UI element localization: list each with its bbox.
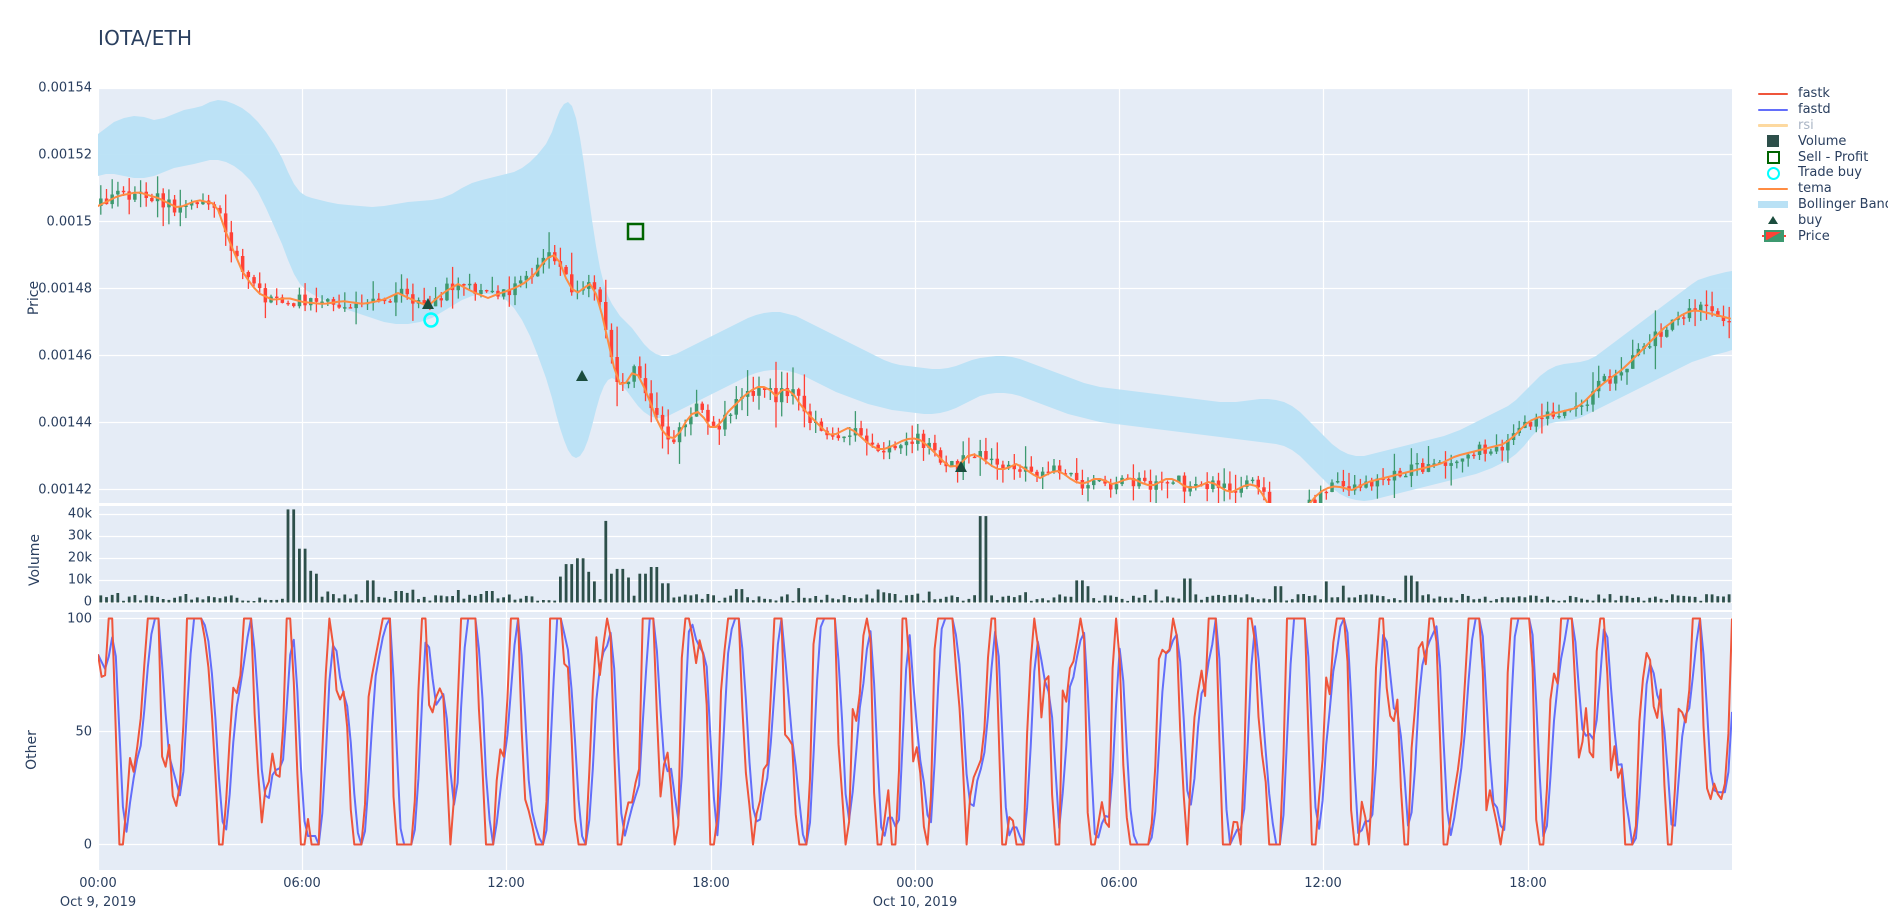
volume-plot: [98, 506, 1732, 610]
volume-ytick-4: 0: [83, 594, 92, 610]
rsi-line-icon: [1756, 118, 1790, 132]
price-candle-icon: [1756, 229, 1790, 243]
other-ytick-2: 0: [83, 837, 92, 853]
legend-item-sell-profit[interactable]: Sell - Profit: [1756, 149, 1888, 165]
price-gridlines-vertical: [98, 88, 1530, 503]
price-ytick-1: 0.00152: [38, 147, 92, 163]
tema-line-icon: [1756, 182, 1790, 196]
price-ytick-2: 0.0015: [46, 214, 93, 230]
price-ytick-0: 0.00154: [38, 80, 92, 96]
x-tick-4: 00:00: [896, 876, 934, 891]
legend-item-bollinger-band[interactable]: Bollinger Band: [1756, 197, 1888, 213]
bollinger-band: [98, 100, 1732, 501]
fastk-line: [98, 617, 1732, 846]
volume-gridlines-vertical: [98, 506, 1530, 610]
volume-ytick-3: 10k: [67, 572, 92, 588]
x-tick-2: 12:00: [487, 876, 525, 891]
legend-item-rsi[interactable]: rsi: [1756, 118, 1888, 134]
legend-item-tema[interactable]: tema: [1756, 181, 1888, 197]
price-plot: [98, 88, 1732, 503]
x-date-1: Oct 10, 2019: [872, 895, 958, 909]
x-tick-0: 00:00: [79, 876, 117, 891]
legend-label-bollinger-band: Bollinger Band: [1798, 196, 1888, 212]
legend-label-buy: buy: [1798, 212, 1823, 228]
x-tick-7: 18:00: [1509, 876, 1547, 891]
price-ytick-6: 0.00142: [38, 482, 92, 498]
fastd-line: [98, 617, 1732, 846]
sell-profit-markers: [626, 222, 645, 241]
volume-axis-label: Volume: [27, 533, 43, 587]
other-ytick-1: 50: [75, 724, 92, 740]
legend-item-fastk[interactable]: fastk: [1756, 86, 1888, 102]
legend-item-price[interactable]: Price: [1756, 228, 1888, 244]
legend-label-price: Price: [1798, 228, 1830, 244]
page-title: IOTA/ETH: [98, 26, 193, 50]
price-ytick-4: 0.00146: [38, 348, 92, 364]
volume-ytick-2: 20k: [67, 550, 92, 566]
tema-line: [98, 191, 1731, 503]
legend-item-buy[interactable]: buy: [1756, 212, 1888, 228]
candle-glyph: [1762, 230, 1786, 243]
legend-label-sell-profit: Sell - Profit: [1798, 149, 1869, 165]
price-ytick-3: 0.00148: [38, 281, 92, 297]
fastk-line-icon: [1756, 87, 1790, 101]
volume-bars: [99, 509, 1731, 603]
other-plot: [98, 612, 1732, 870]
x-tick-6: 12:00: [1304, 876, 1342, 891]
volume-ytick-1: 30k: [67, 528, 92, 544]
legend-label-fastd: fastd: [1798, 102, 1831, 118]
bollinger-band-icon: [1756, 197, 1790, 211]
legend-item-fastd[interactable]: fastd: [1756, 102, 1888, 118]
legend-label-fastk: fastk: [1798, 86, 1830, 102]
price-panel: [98, 88, 1732, 503]
legend-label-tema: tema: [1798, 181, 1832, 197]
buy-triangle-icon: [1756, 213, 1790, 227]
fastd-line-icon: [1756, 103, 1790, 117]
legend-item-volume[interactable]: Volume: [1756, 133, 1888, 149]
legend: fastk fastd rsi Volume Sell - Profit Tra…: [1756, 86, 1888, 244]
other-ytick-0: 100: [67, 611, 92, 627]
price-ytick-5: 0.00144: [38, 415, 92, 431]
trade-buy-circle-icon: [1756, 166, 1790, 180]
volume-panel: [98, 506, 1732, 610]
trade-buy-markers: [423, 312, 439, 328]
x-tick-1: 06:00: [283, 876, 321, 891]
volume-square-icon: [1756, 134, 1790, 148]
x-tick-3: 18:00: [692, 876, 730, 891]
other-gridlines-vertical: [98, 612, 1530, 870]
price-axis-label: Price: [26, 280, 42, 316]
legend-label-trade-buy: Trade buy: [1798, 165, 1862, 181]
legend-label-volume: Volume: [1798, 133, 1847, 149]
legend-label-rsi: rsi: [1798, 117, 1814, 133]
other-panel: [98, 612, 1732, 870]
legend-item-trade-buy[interactable]: Trade buy: [1756, 165, 1888, 181]
buy-markers: [422, 298, 967, 472]
volume-ytick-0: 40k: [67, 506, 92, 522]
sell-profit-square-icon: [1756, 150, 1790, 165]
x-date-0: Oct 9, 2019: [59, 895, 137, 909]
other-axis-label: Other: [24, 730, 40, 770]
x-tick-5: 06:00: [1100, 876, 1138, 891]
